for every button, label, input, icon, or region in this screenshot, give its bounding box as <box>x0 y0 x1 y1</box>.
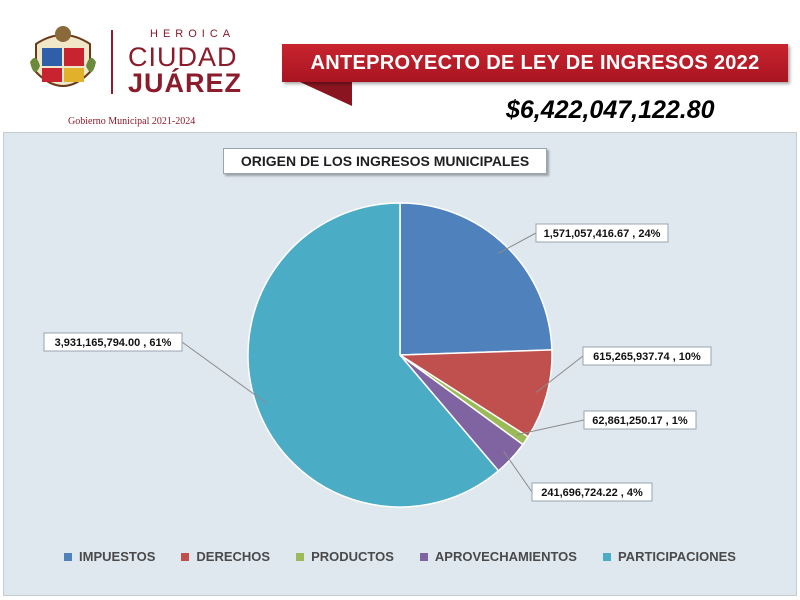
legend-label: PRODUCTOS <box>311 549 394 564</box>
chart-title: ORIGEN DE LOS INGRESOS MUNICIPALES <box>223 148 547 174</box>
legend-label: IMPUESTOS <box>79 549 156 564</box>
data-label: 241,696,724.22 , 4% <box>541 487 643 499</box>
legend-swatch <box>296 552 305 561</box>
data-label: 615,265,937.74 , 10% <box>593 351 701 363</box>
legend-item-aprovechamientos: APROVECHAMIENTOS <box>419 549 577 564</box>
legend-swatch <box>602 552 611 561</box>
data-label: 1,571,057,416.67 , 24% <box>544 228 661 240</box>
banner-tail <box>300 82 352 106</box>
data-label: 62,861,250.17 , 1% <box>592 415 688 427</box>
legend-label: PARTICIPACIONES <box>617 549 736 564</box>
legend-swatch <box>181 552 190 561</box>
leader-line <box>536 355 584 393</box>
gobierno-text: Gobierno Municipal 2021-2024 <box>68 116 196 127</box>
city-crest-logo <box>30 26 96 87</box>
legend-label: DERECHOS <box>196 549 271 564</box>
leader-line <box>498 232 537 254</box>
data-label: 3,931,165,794.00 , 61% <box>55 337 172 349</box>
page-title-banner: ANTEPROYECTO DE LEY DE INGRESOS 2022 <box>282 44 788 82</box>
legend-item-derechos: DERECHOS <box>181 549 270 564</box>
total-amount: $6,422,047,122.80 <box>506 96 715 124</box>
pie-slice-participaciones <box>247 202 500 508</box>
header-divider <box>111 30 113 94</box>
legend-item-productos: PRODUCTOS <box>296 549 394 564</box>
ciudad-text: CIUDAD <box>128 42 238 72</box>
data-label-box <box>535 223 669 243</box>
legend-label: APROVECHAMIENTOS <box>434 549 577 564</box>
chart-legend: IMPUESTOS DERECHOS PRODUCTOS APROVECHAMIENT… <box>0 549 800 564</box>
juarez-text: JUÁREZ <box>128 68 243 98</box>
legend-swatch <box>419 552 428 561</box>
leader-line <box>181 341 268 405</box>
heroica-text: HEROICA <box>150 28 236 40</box>
legend-swatch <box>64 552 73 561</box>
leader-line <box>516 419 585 436</box>
legend-item-impuestos: IMPUESTOS <box>64 549 155 564</box>
data-label-box <box>531 482 653 502</box>
data-label-box <box>582 346 712 366</box>
pie-slice-impuestos <box>399 202 553 356</box>
legend-item-participaciones: PARTICIPACIONES <box>602 549 736 564</box>
data-label-box <box>583 410 697 430</box>
leader-line <box>503 450 533 493</box>
pie-slice-derechos <box>397 349 553 438</box>
data-label-box <box>43 332 183 352</box>
